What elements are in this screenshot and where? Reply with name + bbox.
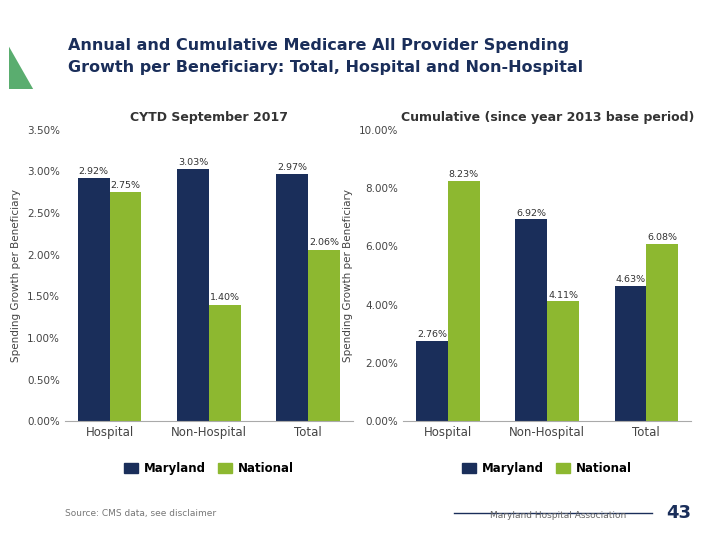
Bar (308, 249, 340, 421)
Text: 43: 43 (666, 504, 691, 522)
Bar (78, 178, 109, 421)
Text: 6.92%: 6.92% (516, 208, 546, 218)
Bar (615, 286, 647, 421)
Text: 2.75%: 2.75% (110, 181, 140, 190)
Text: Annual and Cumulative Medicare All Provider Spending: Annual and Cumulative Medicare All Provi… (68, 38, 570, 53)
Title: CYTD September 2017: CYTD September 2017 (130, 111, 288, 124)
Bar (276, 174, 308, 421)
Bar (647, 244, 678, 421)
Text: Growth per Beneficiary: Total, Hospital and Non-Hospital: Growth per Beneficiary: Total, Hospital … (68, 60, 583, 75)
Text: 8.23%: 8.23% (449, 171, 479, 179)
Text: 2.92%: 2.92% (78, 167, 109, 176)
Text: 2.97%: 2.97% (277, 163, 307, 172)
Text: Source: CMS data, see disclaimer: Source: CMS data, see disclaimer (65, 509, 216, 518)
Text: 2.06%: 2.06% (309, 239, 339, 247)
Bar (416, 341, 448, 421)
Bar (177, 169, 209, 421)
Bar (109, 192, 141, 421)
Bar (209, 305, 240, 421)
Text: 1.40%: 1.40% (210, 293, 240, 302)
Bar (516, 219, 547, 421)
Bar (547, 301, 579, 421)
Text: Maryland Hospital Association: Maryland Hospital Association (490, 511, 626, 520)
Polygon shape (9, 46, 33, 89)
Text: 4.11%: 4.11% (548, 291, 578, 300)
Legend: Maryland, National: Maryland, National (457, 457, 637, 480)
Text: 3.03%: 3.03% (178, 158, 208, 167)
Bar (448, 181, 480, 421)
Y-axis label: Spending Growth per Beneficiary: Spending Growth per Beneficiary (343, 189, 354, 362)
Text: 6.08%: 6.08% (647, 233, 678, 242)
Text: 2.76%: 2.76% (417, 330, 447, 339)
Title: Cumulative (since year 2013 base period): Cumulative (since year 2013 base period) (400, 111, 694, 124)
Y-axis label: Spending Growth per Beneficiary: Spending Growth per Beneficiary (12, 189, 22, 362)
Text: 4.63%: 4.63% (616, 275, 646, 285)
Legend: Maryland, National: Maryland, National (119, 457, 299, 480)
